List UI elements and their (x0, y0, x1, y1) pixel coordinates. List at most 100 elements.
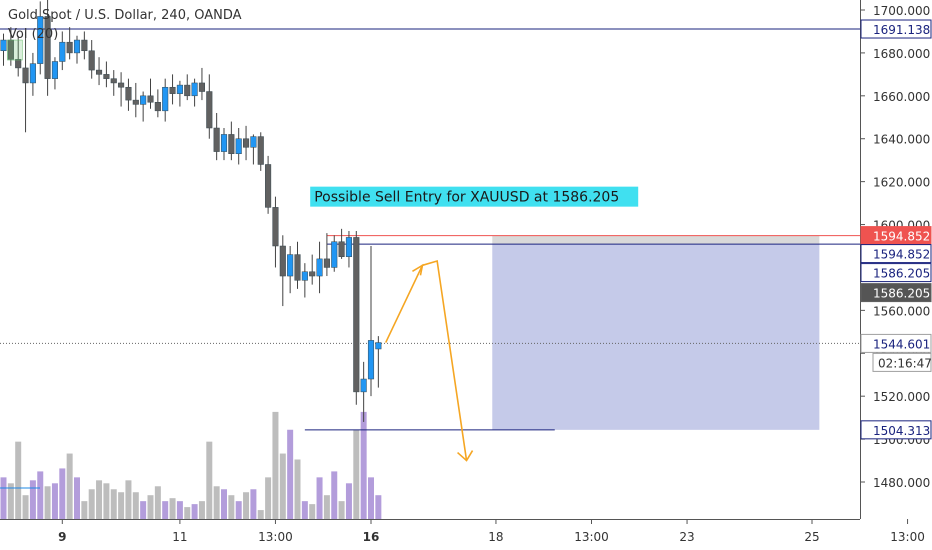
y-tick-label: 1700.000 (873, 4, 930, 18)
candle-body (44, 16, 51, 79)
x-tick-label: 16 (363, 530, 380, 544)
volume-bar (243, 492, 250, 519)
volume-bar (162, 501, 169, 519)
volume-bar (323, 495, 330, 519)
candle-body (287, 254, 294, 277)
volume-bar (51, 483, 58, 519)
arrow-head-down (457, 450, 474, 462)
candle-body (250, 136, 257, 148)
volume-bar (375, 495, 382, 519)
price-label-box (860, 283, 932, 303)
volume-bar (88, 489, 95, 519)
countdown-box (872, 352, 932, 372)
volume-bar (140, 501, 147, 519)
countdown-text: 02:16:47 (878, 356, 932, 370)
chart-title: Gold Spot / U.S. Dollar, 240, OANDA (8, 8, 242, 23)
volume-bar (213, 486, 220, 519)
volume-bar (345, 483, 352, 519)
candle-body (176, 84, 183, 94)
volume-bar (44, 486, 51, 519)
volume-bar (257, 510, 264, 519)
annotation-text: Possible Sell Entry for XAUUSD at 1586.2… (314, 190, 619, 206)
candle-body (220, 134, 228, 152)
candle-body (294, 254, 301, 281)
candle-body (228, 134, 235, 154)
candle-body (272, 207, 279, 247)
candle-body (132, 99, 139, 105)
x-tick-label: 23 (679, 530, 694, 544)
candle-body (375, 342, 382, 350)
candle-body (110, 78, 117, 84)
y-tick-label: 1620.000 (873, 176, 930, 190)
candle-body (22, 67, 29, 84)
y-tick-label: 1640.000 (873, 133, 930, 147)
y-tick-label: 1480.000 (873, 476, 930, 490)
candle-body (279, 245, 286, 277)
x-tick-label: 11 (172, 530, 187, 544)
volume-bar (272, 411, 279, 519)
volume-bar (147, 495, 154, 519)
candle-body (316, 258, 323, 277)
volume-bar (103, 483, 110, 519)
volume-bar (309, 504, 316, 519)
x-tick-label: 13:00 (890, 530, 925, 544)
candle-body (59, 41, 66, 62)
volume-bar (301, 501, 308, 519)
candle-body (162, 86, 169, 112)
volume-bar (368, 477, 374, 519)
volume-bar (338, 501, 345, 519)
candle-body (206, 91, 213, 129)
volume-bar (316, 477, 323, 519)
x-tick-label: 25 (804, 530, 819, 544)
candle-body (353, 237, 360, 393)
candle-body (169, 86, 176, 94)
volume-bar (265, 477, 272, 519)
candle-body (243, 138, 250, 148)
volume-bar (74, 477, 80, 519)
y-tick-label: 1660.000 (873, 90, 930, 104)
y-tick-label: 1560.000 (873, 304, 930, 318)
price-label-box (860, 263, 932, 283)
volume-bar (132, 492, 139, 519)
volume-bar (22, 495, 29, 519)
volume-bar (294, 459, 301, 519)
candle-body (73, 39, 81, 54)
candle-body (51, 61, 59, 79)
volume-bar (118, 492, 125, 519)
candle-body (309, 271, 316, 277)
candle-body (360, 378, 367, 393)
candle-body (140, 95, 147, 105)
price-label-text: 1691.138 (873, 23, 930, 37)
candle-body (265, 164, 272, 208)
candle-body (96, 69, 103, 75)
volume-bar (221, 489, 227, 519)
candle-body (198, 82, 205, 92)
candle-body (88, 50, 95, 71)
volume-bar (66, 453, 73, 519)
price-label-text: 1504.313 (873, 424, 930, 438)
candle-body (323, 258, 330, 268)
projection-path (384, 259, 468, 461)
volume-bar (279, 453, 286, 519)
volume-bar (169, 498, 176, 519)
candle-body (125, 86, 132, 101)
price-label-text: 1544.601 (873, 337, 930, 351)
volume-bar (331, 471, 338, 519)
price-label-text: 1594.852 (873, 230, 930, 244)
volume-bar (184, 507, 191, 519)
volume-bar (198, 501, 205, 519)
volume-indicator-label: Vol (20) (8, 27, 59, 42)
price-label-box (860, 333, 932, 353)
candle-body (301, 271, 308, 281)
candle-body (235, 138, 242, 154)
volume-bar (235, 501, 242, 519)
stop-zone (492, 235, 820, 245)
volume-bar (96, 480, 103, 519)
x-axis-panel (0, 519, 932, 550)
volume-bar (154, 486, 161, 519)
price-label-text: 1586.205 (873, 287, 930, 301)
highlight-box (7, 39, 23, 61)
candle-body (338, 241, 345, 257)
volume-bar (37, 471, 44, 519)
